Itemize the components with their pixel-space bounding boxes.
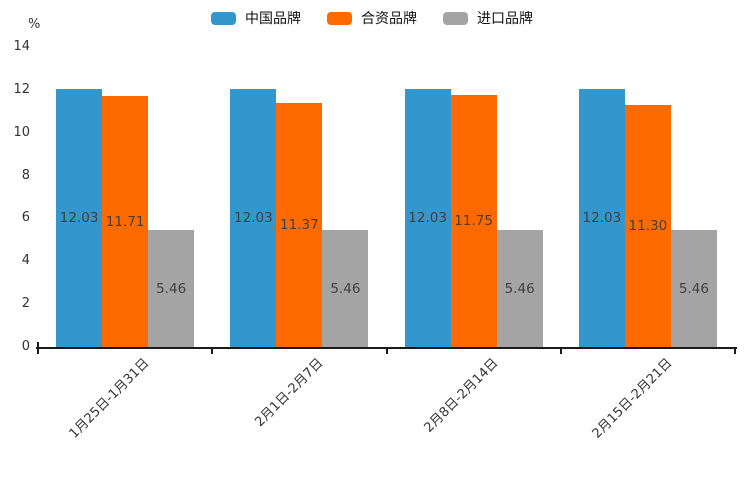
bar-value-label: 11.37: [280, 217, 319, 234]
bar: [404, 89, 451, 347]
y-axis-tick-label: 2: [21, 296, 30, 312]
bar: [496, 230, 543, 347]
y-axis-tick-label: 0: [21, 339, 30, 354]
legend-item-0[interactable]: 中国品牌: [211, 8, 301, 28]
bar: [670, 230, 717, 347]
y-axis-tick-label: 10: [13, 124, 30, 140]
legend-swatch-icon: [211, 11, 236, 25]
x-axis-tick: [559, 349, 562, 354]
x-axis-tick: [211, 349, 214, 354]
legend-item-label: 合资品牌: [361, 11, 417, 27]
bar-value-label: 11.30: [628, 217, 668, 234]
bar-value-label: 11.75: [454, 213, 493, 230]
bar: [148, 230, 195, 347]
y-axis-origin-tick: [37, 342, 39, 347]
bar-value-label: 12.03: [582, 210, 622, 227]
bar: [56, 89, 103, 347]
bar-value-label: 11.71: [105, 213, 145, 230]
legend-swatch-icon: [443, 11, 468, 25]
bar-value-label: 12.03: [408, 210, 447, 227]
x-axis-line: [36, 347, 737, 349]
bar-value-label: 5.46: [678, 280, 709, 297]
bar: [578, 89, 625, 347]
legend-item-1[interactable]: 合资品牌: [327, 8, 417, 28]
y-axis-unit-label: %: [28, 17, 41, 32]
x-axis-tick: [734, 349, 736, 354]
x-axis-tick: [37, 349, 39, 354]
bar-value-label: 12.03: [234, 210, 273, 227]
y-axis-tick-label: 6: [21, 210, 30, 226]
bar-value-label: 5.46: [330, 280, 361, 297]
legend-swatch-icon: [327, 11, 352, 25]
bar: [624, 104, 671, 347]
y-axis-tick-label: 12: [13, 81, 30, 97]
bar-value-label: 12.03: [59, 210, 99, 227]
bar: [276, 103, 323, 347]
legend-item-label: 中国品牌: [245, 11, 301, 27]
bar: [322, 230, 369, 347]
x-axis-tick: [385, 349, 388, 354]
y-axis-tick-label: 4: [21, 253, 30, 269]
y-axis-tick-label: 8: [21, 167, 30, 183]
legend: 中国品牌 合资品牌 进口品牌: [211, 8, 533, 28]
y-axis-tick-label: 14: [13, 39, 30, 54]
bar: [230, 89, 277, 347]
bar-value-label: 5.46: [504, 280, 535, 297]
legend-item-label: 进口品牌: [477, 11, 533, 27]
legend-item-2[interactable]: 进口品牌: [443, 8, 533, 28]
x-axis-label: 2月8日-2月14日: [421, 355, 502, 436]
x-axis-label: 1月25日-1月31日: [66, 355, 153, 442]
x-axis-label: 2月1日-2月7日: [252, 355, 327, 430]
x-axis-label: 2月15日-2月21日: [589, 355, 676, 442]
bar: [102, 96, 149, 347]
bar: [450, 95, 497, 347]
bar-value-label: 5.46: [156, 280, 187, 297]
